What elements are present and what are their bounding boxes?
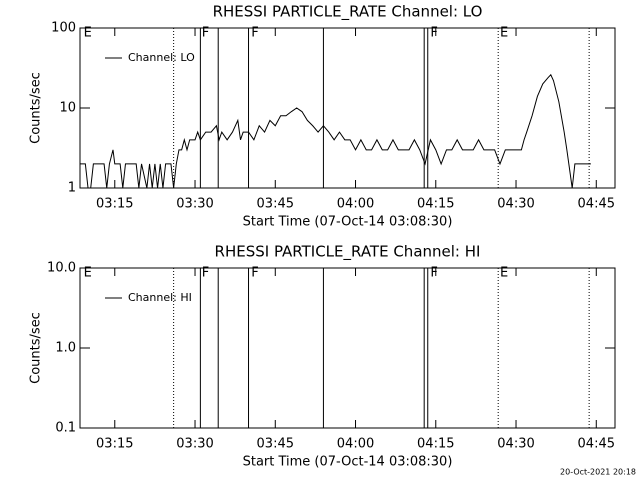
x-tick-label: 03:45 [257, 437, 294, 452]
y-tick-label: 10 [59, 101, 76, 116]
y-tick-label: 100 [51, 21, 76, 36]
flag-label: F [430, 266, 437, 281]
x-tick-label: 04:30 [497, 197, 534, 212]
x-tick-label: 04:45 [578, 197, 615, 212]
legend-label: Channel: HI [128, 291, 192, 304]
flag-label: E [500, 26, 508, 41]
chart-title: RHESSI PARTICLE_RATE Channel: LO [213, 3, 483, 22]
footer: 20-Oct-2021 20:18 [560, 468, 636, 477]
x-tick-label: 04:00 [337, 437, 374, 452]
flag-label: F [430, 26, 437, 41]
y-tick-label: 0.1 [55, 421, 76, 436]
y-axis-title: Counts/sec [29, 72, 44, 144]
y-tick-label: 1 [68, 181, 76, 196]
flag-label: F [251, 266, 258, 281]
x-axis-title: Start Time (07-Oct-14 03:08:30) [243, 215, 453, 230]
flag-label: F [202, 266, 209, 281]
x-tick-label: 04:30 [497, 437, 534, 452]
chart-title: RHESSI PARTICLE_RATE Channel: HI [215, 243, 481, 262]
y-tick-label: 10.0 [47, 261, 76, 276]
flag-label: F [251, 26, 258, 41]
flag-label: E [84, 266, 92, 281]
x-tick-label: 04:45 [578, 437, 615, 452]
x-tick-label: 04:15 [417, 197, 454, 212]
x-tick-label: 04:00 [337, 197, 374, 212]
x-tick-label: 03:30 [176, 437, 213, 452]
x-tick-label: 04:15 [417, 437, 454, 452]
y-tick-label: 1.0 [55, 341, 76, 356]
series-line [80, 73, 591, 189]
y-axis-title: Counts/sec [29, 312, 44, 384]
x-axis-title: Start Time (07-Oct-14 03:08:30) [243, 455, 453, 470]
flag-label: E [84, 26, 92, 41]
x-tick-label: 03:15 [96, 197, 133, 212]
legend-label: Channel: LO [128, 51, 195, 64]
flag-label: F [202, 26, 209, 41]
x-tick-label: 03:30 [176, 197, 213, 212]
flag-label: E [500, 266, 508, 281]
x-tick-label: 03:15 [96, 437, 133, 452]
x-tick-label: 03:45 [257, 197, 294, 212]
